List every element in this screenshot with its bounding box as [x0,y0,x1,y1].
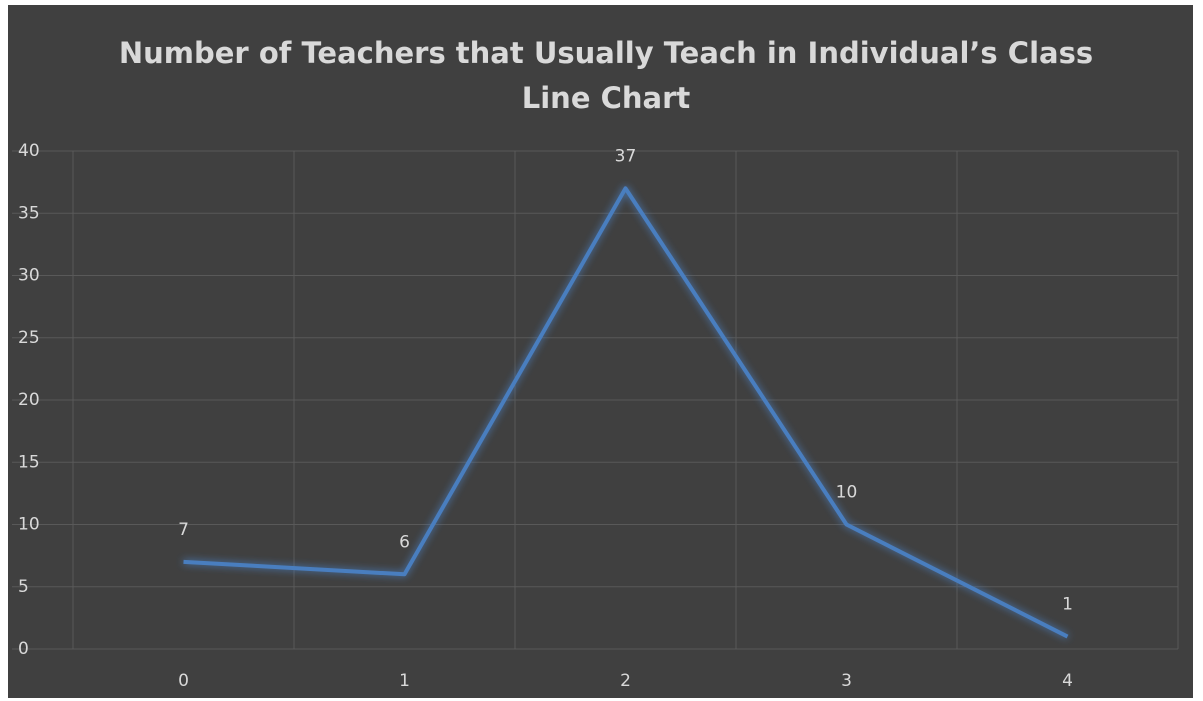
x-tick-label: 1 [399,671,410,691]
y-tick-label: 15 [18,452,40,472]
x-tick-label: 3 [841,671,852,691]
chart-background [8,5,1193,698]
y-tick-label: 10 [18,515,40,535]
y-tick-label: 40 [18,141,40,161]
x-tick-label: 4 [1062,671,1073,691]
chart-subtitle: Line Chart [522,81,691,115]
chart-title: Number of Teachers that Usually Teach in… [119,36,1093,70]
y-tick-label: 0 [18,639,29,659]
y-tick-label: 35 [18,203,40,223]
data-label: 10 [836,483,858,503]
y-tick-label: 30 [18,266,40,286]
data-label: 6 [399,532,410,552]
y-tick-label: 5 [18,577,29,597]
data-label: 37 [615,146,637,166]
data-label: 7 [178,520,189,540]
y-tick-label: 25 [18,328,40,348]
x-tick-label: 0 [178,671,189,691]
data-label: 1 [1062,595,1073,615]
y-tick-label: 20 [18,390,40,410]
line-series [183,186,1069,639]
x-tick-label: 2 [620,671,631,691]
